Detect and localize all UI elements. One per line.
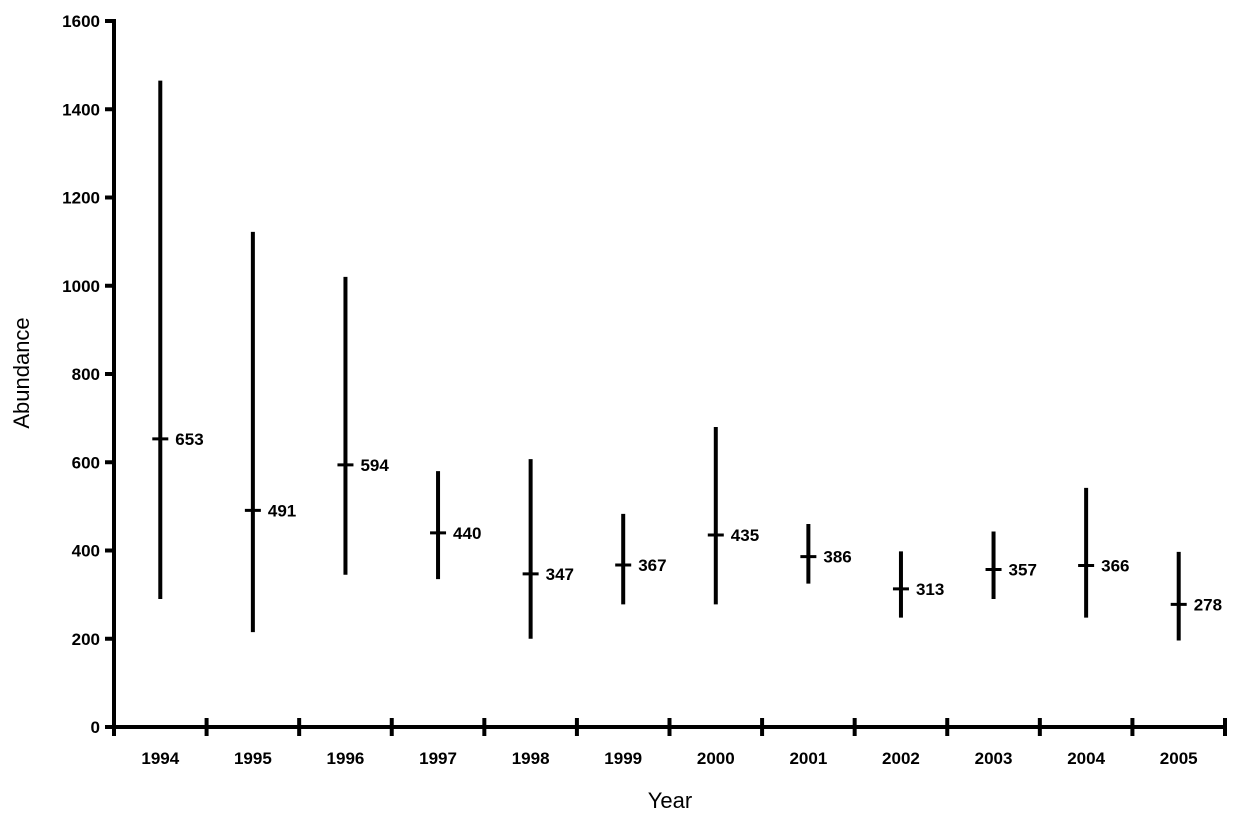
x-tick-label: 2000 [697,749,735,768]
y-axis-title: Abundance [9,317,34,428]
estimate-label: 357 [1009,560,1037,579]
estimate-label: 367 [638,556,666,575]
estimate-label: 347 [546,565,574,584]
x-tick-label: 1997 [419,749,457,768]
estimate-label: 653 [175,430,203,449]
estimate-label: 366 [1101,557,1129,576]
x-tick-label: 2003 [975,749,1013,768]
x-tick-label: 1996 [327,749,365,768]
estimate-label: 386 [823,548,851,567]
y-tick-label: 400 [72,542,100,561]
y-tick-label: 800 [72,365,100,384]
x-tick-label: 1998 [512,749,550,768]
y-tick-label: 1000 [62,277,100,296]
x-tick-label: 1999 [604,749,642,768]
x-axis: 1994 1995 1996 1997 1998 1999 2000 2001 2002 2003… [112,718,1227,768]
x-tick-label: 2004 [1067,749,1105,768]
y-tick-label: 1400 [62,100,100,119]
y-tick-label: 200 [72,630,100,649]
x-tick-label: 2005 [1160,749,1198,768]
x-tick-label: 2001 [789,749,827,768]
y-tick-label: 0 [91,718,100,737]
interval-series: 653 491 594 440 347 367 435 386 313 357 366 278 [152,80,1222,641]
estimate-label: 278 [1194,595,1222,614]
y-tick-label: 1600 [62,12,100,31]
x-tick-label: 1995 [234,749,272,768]
estimate-label: 594 [360,456,389,475]
x-tick-label: 2002 [882,749,920,768]
estimate-label: 491 [268,501,296,520]
y-axis: 0 200 400 600 800 1000 1200 1400 1600 [62,12,116,737]
y-tick-label: 600 [72,453,100,472]
y-tick-label: 1200 [62,189,100,208]
x-axis-title: Year [648,788,692,813]
estimate-label: 313 [916,580,944,599]
estimate-label: 435 [731,526,759,545]
estimate-label: 440 [453,524,481,543]
x-tick-label: 1994 [141,749,179,768]
